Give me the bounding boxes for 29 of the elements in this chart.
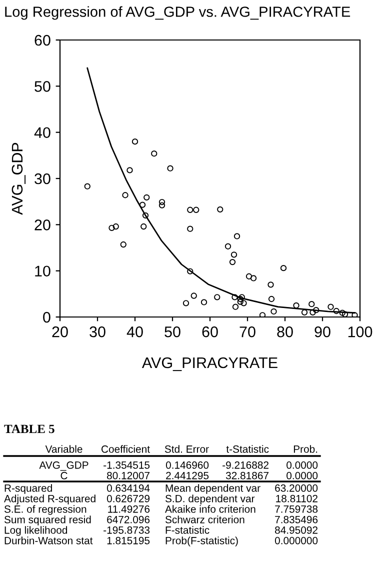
y-tick-label: 40 xyxy=(34,127,50,138)
text: Variable Coefficient Std. Error t-Statistic Prob. xyxy=(45,445,318,453)
x-tick-label: 60 xyxy=(202,326,218,338)
y-tick-label: 10 xyxy=(35,266,50,277)
text: Sum squared resid 6472.096 Schwarz criterion 7.835496 xyxy=(4,516,318,526)
text: Log likelihood -195.8733 F-statistic 84.95092 xyxy=(4,526,318,536)
x-tick-label: 70 xyxy=(240,326,256,338)
y-tick-label: 50 xyxy=(34,81,50,92)
caption: TABLE 5 xyxy=(4,424,54,434)
x-tick-label: 20 xyxy=(52,326,68,338)
x-axis-title: AVG_PIRACYRATE xyxy=(142,357,278,372)
y-tick-label: 60 xyxy=(34,34,50,46)
text: Adjusted R-squared 0.626729 S.D. dependent var 18.81102 xyxy=(4,494,318,504)
text: Durbin-Watson stat 1.815195 Prob(F-statistic) 0.000000 xyxy=(4,536,318,546)
text: R-squared 0.634194 Mean dependent var 63.20000 xyxy=(4,484,318,494)
x-tick-label: 80 xyxy=(277,326,293,338)
y-axis-title: AVG_GDP xyxy=(12,142,26,215)
x-tick-label: 50 xyxy=(164,326,180,338)
y-tick-label: 0 xyxy=(43,312,50,323)
x-tick-label: 100 xyxy=(348,326,372,338)
y-tick-label: 30 xyxy=(34,173,50,184)
x-tick-label: 30 xyxy=(90,326,106,338)
x-tick-label: 90 xyxy=(314,326,330,338)
y-tick-label: 20 xyxy=(34,220,50,230)
text: S.E. of regression 11.49276 Akaike info criterion 7.759738 xyxy=(4,505,318,515)
x-tick-label: 40 xyxy=(126,326,143,338)
text: AVG_GDP -1.354515 0.146960 -9.216882 0.0000 xyxy=(39,461,318,471)
chart-title: Log Regression of AVG_GDP vs. AVG_PIRACYRATE xyxy=(5,6,350,20)
text: C 80.12007 2.441295 32.81867 0.0000 xyxy=(60,472,318,480)
